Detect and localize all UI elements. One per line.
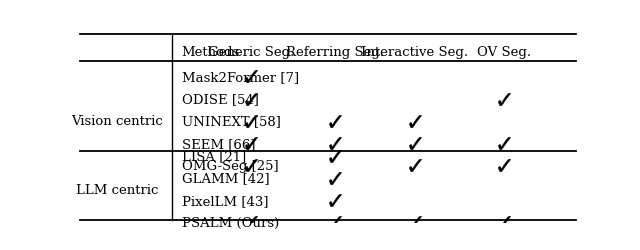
- Text: Methods: Methods: [182, 46, 240, 58]
- Text: PixelLM [43]: PixelLM [43]: [182, 194, 268, 207]
- Text: OV Seg.: OV Seg.: [477, 46, 531, 58]
- Text: LISA [21]: LISA [21]: [182, 150, 246, 162]
- Text: Generic Seg.: Generic Seg.: [208, 46, 294, 58]
- Text: LLM centric: LLM centric: [76, 183, 158, 196]
- Text: Interactive Seg.: Interactive Seg.: [361, 46, 468, 58]
- Text: OMG-Seg [25]: OMG-Seg [25]: [182, 159, 278, 172]
- Text: SEEM [66]: SEEM [66]: [182, 137, 255, 150]
- Text: ODISE [54]: ODISE [54]: [182, 93, 259, 106]
- Text: Mask2Former [7]: Mask2Former [7]: [182, 71, 299, 84]
- Text: Referring Seg.: Referring Seg.: [286, 46, 385, 58]
- Text: GLAMM [42]: GLAMM [42]: [182, 172, 269, 185]
- Text: Vision centric: Vision centric: [71, 115, 163, 128]
- Text: UNINEXT [58]: UNINEXT [58]: [182, 115, 280, 128]
- Text: PSALM (Ours): PSALM (Ours): [182, 216, 279, 229]
